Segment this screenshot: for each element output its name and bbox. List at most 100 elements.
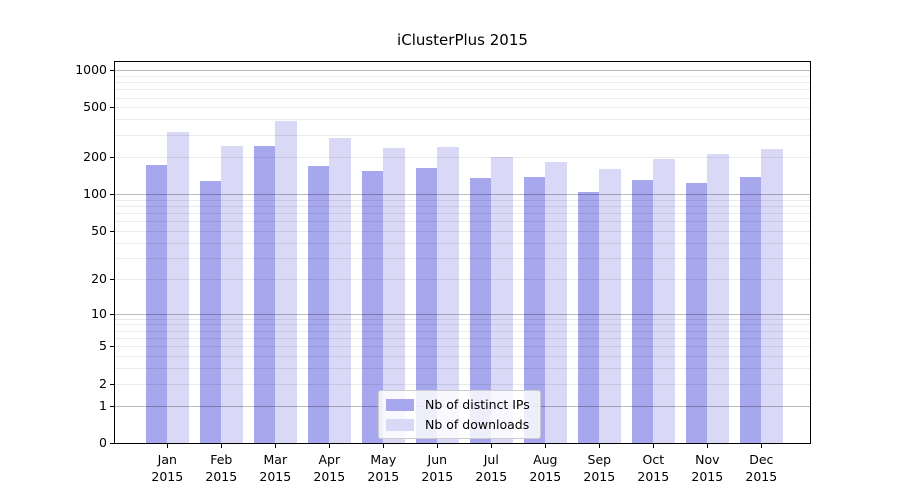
x-label-year-mar: 2015: [259, 469, 292, 484]
x-tick-label-dec: Dec 2015: [731, 451, 791, 485]
bar-distinct-ips-jun: [415, 168, 438, 443]
x-label-year-jun: 2015: [421, 469, 454, 484]
x-label-month-jun: Jun: [427, 452, 448, 467]
x-tick-mar: [275, 444, 277, 448]
y-tick-label-0: 0: [99, 435, 107, 450]
legend-swatch-downloads: [386, 418, 414, 431]
gridline-major-1000: [115, 70, 810, 71]
bar-distinct-ips-may: [361, 170, 384, 443]
x-label-year-jul: 2015: [475, 469, 508, 484]
y-tick-label-2: 2: [99, 375, 107, 391]
x-label-year-feb: 2015: [205, 469, 238, 484]
x-label-month-oct: Oct: [642, 452, 665, 467]
x-label-month-may: May: [370, 452, 397, 467]
x-tick-label-oct: Oct 2015: [623, 451, 683, 485]
x-tick-may: [383, 444, 385, 448]
x-label-year-jan: 2015: [151, 469, 184, 484]
gridline-minor-300: [115, 134, 810, 136]
bar-downloads-oct: [653, 159, 675, 443]
y-tick-label-10: 10: [91, 305, 107, 321]
x-label-month-feb: Feb: [210, 452, 233, 467]
y-tick-label-5: 5: [99, 338, 107, 354]
bar-downloads-jul: [491, 156, 513, 443]
x-tick-label-sep: Sep 2015: [569, 451, 629, 485]
gridline-minor-500: [115, 107, 810, 109]
y-tick-label-500: 500: [83, 99, 107, 115]
x-tick-label-may: May 2015: [353, 451, 413, 485]
x-tick-label-jan: Jan 2015: [137, 451, 197, 485]
plot-area: Nb of distinct IPs Nb of downloads: [114, 61, 811, 444]
gridline-minor-700: [115, 89, 810, 91]
y-tick-label-100: 100: [83, 185, 107, 201]
x-tick-dec: [761, 444, 763, 448]
legend-entry-downloads: Nb of downloads: [386, 417, 530, 432]
bar-distinct-ips-jan: [145, 165, 168, 443]
bar-distinct-ips-aug: [523, 177, 546, 443]
legend-entry-distinct-ips: Nb of distinct IPs: [386, 397, 530, 412]
x-label-year-aug: 2015: [529, 469, 562, 484]
x-label-month-mar: Mar: [263, 452, 288, 467]
bar-distinct-ips-dec: [739, 177, 762, 443]
x-tick-feb: [221, 444, 223, 448]
gridline-minor-600: [115, 97, 810, 99]
legend-label-downloads: Nb of downloads: [425, 417, 530, 432]
x-tick-label-nov: Nov 2015: [677, 451, 737, 485]
x-label-month-nov: Nov: [695, 452, 720, 467]
legend-swatch-distinct-ips: [386, 398, 414, 411]
y-tick-label-1: 1: [99, 397, 107, 413]
bar-downloads-aug: [545, 161, 567, 443]
x-label-month-dec: Dec: [749, 452, 774, 467]
x-tick-label-mar: Mar 2015: [245, 451, 305, 485]
bar-downloads-feb: [221, 145, 243, 443]
x-tick-apr: [329, 444, 331, 448]
chart-title: iClusterPlus 2015: [397, 31, 528, 49]
x-tick-jun: [437, 444, 439, 448]
x-label-month-apr: Apr: [318, 452, 341, 467]
bar-distinct-ips-nov: [685, 183, 708, 443]
x-label-month-aug: Aug: [533, 452, 558, 467]
bar-downloads-dec: [761, 149, 783, 443]
bar-distinct-ips-oct: [631, 179, 654, 443]
x-tick-label-jun: Jun 2015: [407, 451, 467, 485]
bar-distinct-ips-mar: [253, 145, 276, 443]
x-tick-label-jul: Jul 2015: [461, 451, 521, 485]
x-label-month-jan: Jan: [157, 452, 177, 467]
bar-distinct-ips-feb: [199, 181, 222, 443]
x-label-year-may: 2015: [367, 469, 400, 484]
x-label-month-jul: Jul: [483, 452, 499, 467]
x-label-year-apr: 2015: [313, 469, 346, 484]
y-tick-label-1000: 1000: [75, 62, 107, 77]
x-label-year-nov: 2015: [691, 469, 724, 484]
x-label-year-dec: 2015: [745, 469, 778, 484]
x-label-year-sep: 2015: [583, 469, 616, 484]
bar-downloads-nov: [707, 153, 729, 443]
x-tick-jan: [167, 444, 169, 448]
bar-downloads-jun: [437, 147, 459, 443]
x-tick-aug: [545, 444, 547, 448]
gridline-minor-800: [115, 82, 810, 83]
x-label-month-sep: Sep: [587, 452, 612, 467]
x-tick-nov: [707, 444, 709, 448]
bar-downloads-mar: [275, 120, 297, 443]
gridline-minor-400: [115, 119, 810, 121]
bar-downloads-jan: [167, 131, 189, 443]
gridline-minor-900: [115, 75, 810, 77]
legend: Nb of distinct IPs Nb of downloads: [378, 390, 541, 439]
bar-distinct-ips-sep: [577, 192, 600, 443]
x-tick-sep: [599, 444, 601, 448]
bar-distinct-ips-jul: [469, 178, 492, 443]
legend-label-distinct-ips: Nb of distinct IPs: [425, 397, 530, 412]
gridline-minor-200: [115, 156, 810, 158]
y-tick-label-20: 20: [91, 270, 107, 286]
y-tick-label-50: 50: [91, 222, 107, 238]
x-tick-label-apr: Apr 2015: [299, 451, 359, 485]
x-label-year-oct: 2015: [637, 469, 670, 484]
y-tick-label-200: 200: [83, 148, 107, 164]
bar-downloads-apr: [329, 137, 351, 443]
x-tick-label-feb: Feb 2015: [191, 451, 251, 485]
bar-distinct-ips-apr: [307, 166, 330, 443]
x-tick-label-aug: Aug 2015: [515, 451, 575, 485]
x-tick-oct: [653, 444, 655, 448]
bar-downloads-may: [383, 147, 405, 443]
